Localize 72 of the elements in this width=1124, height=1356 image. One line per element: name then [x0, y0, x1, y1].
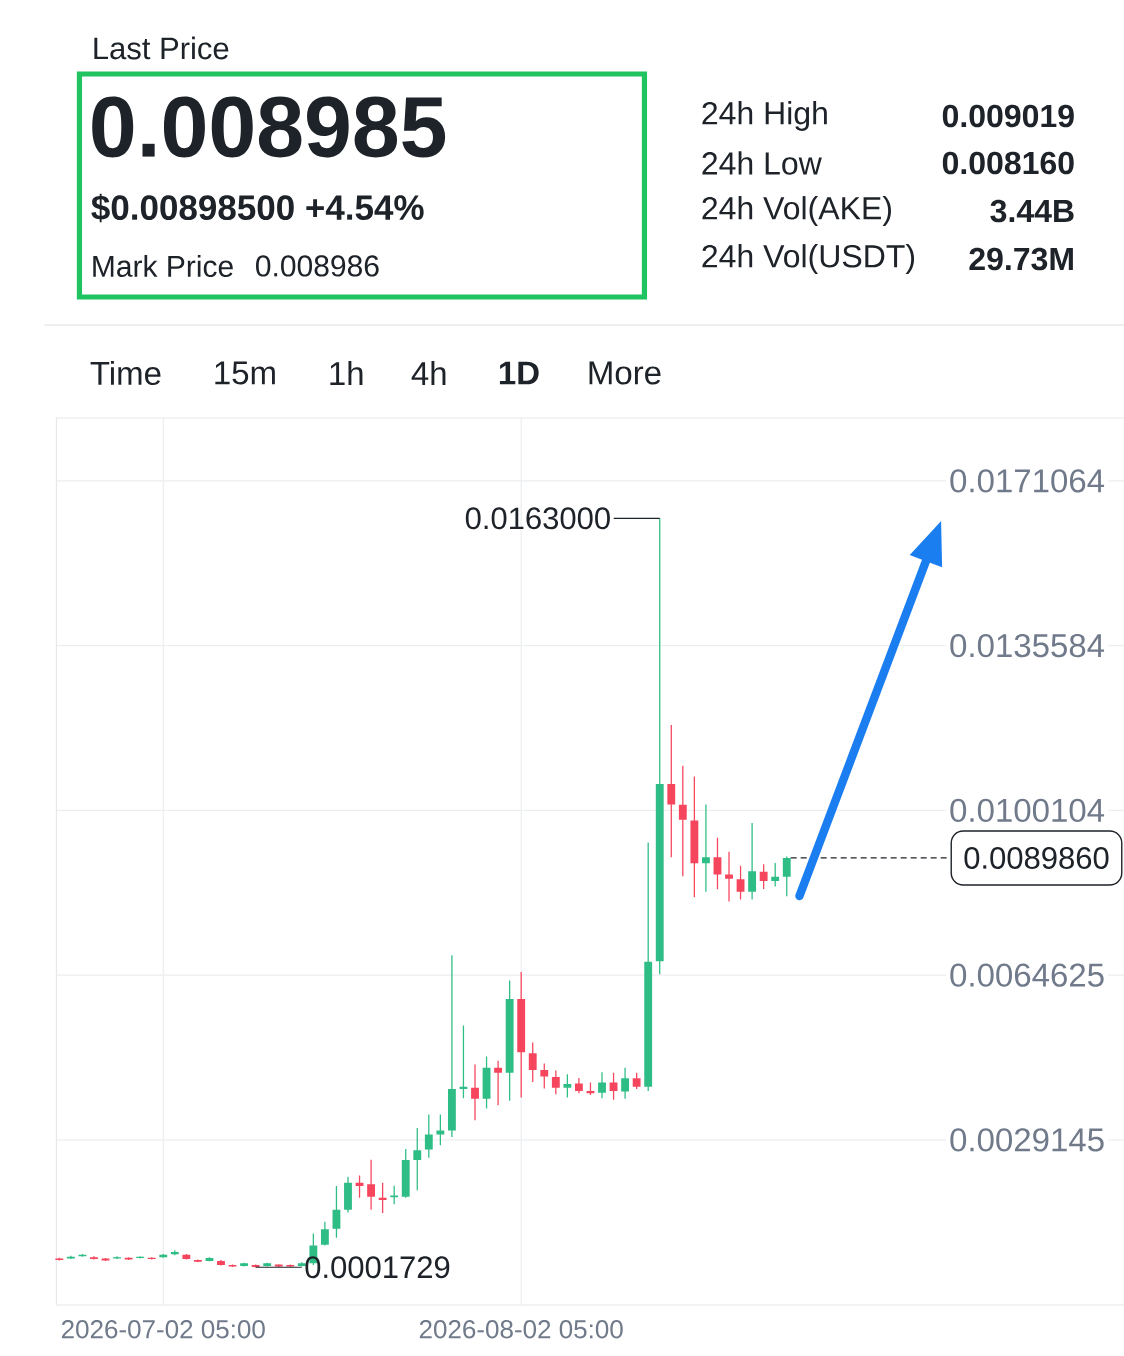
candlestick: [320, 1221, 329, 1246]
candlestick: [401, 1148, 410, 1198]
text: $0.00898500 +4.54%: [91, 193, 424, 223]
candlestick: [263, 1262, 271, 1267]
candlestick: [724, 851, 733, 902]
annotation: 0.0001729: [305, 1256, 450, 1279]
text: 0.008986: [255, 255, 379, 277]
candlestick: [112, 1256, 121, 1260]
text: 24h Vol(USDT): [702, 244, 914, 274]
candlestick: [574, 1077, 583, 1094]
candlestick: [620, 1067, 629, 1099]
candlestick: [678, 765, 687, 877]
candlestick: [182, 1253, 191, 1260]
candlestick: [424, 1114, 433, 1158]
y-tick-label: 0.0135584: [950, 633, 1104, 658]
x-tick-label: 2026-07-02 05:00: [61, 1320, 265, 1339]
x-tick-label: 2026-08-02 05:00: [419, 1320, 623, 1339]
candlestick: [239, 1262, 248, 1267]
text: 1D: [499, 361, 539, 385]
candlestick: [632, 1072, 641, 1090]
ref-line-label: 0.0089860: [964, 846, 1109, 869]
candlestick: [517, 972, 525, 1098]
candlestick: [505, 980, 514, 1101]
candlestick: [528, 1042, 537, 1083]
candlestick: [644, 842, 652, 1091]
text: Mark Price: [93, 254, 233, 277]
candlestick: [701, 804, 710, 892]
candlestick: [413, 1128, 421, 1191]
candlestick: [563, 1074, 572, 1098]
candlestick: [690, 776, 699, 898]
y-tick-label: 0.0100104: [950, 798, 1104, 823]
candlestick: [551, 1070, 560, 1095]
text: 0.008160: [942, 151, 1074, 175]
text: 29.73M: [969, 247, 1073, 271]
candlestick: [493, 1060, 502, 1106]
annotation: 0.0163000: [465, 507, 610, 530]
candlestick: [759, 864, 768, 889]
text: 15m: [215, 361, 275, 385]
text: 3.44B: [990, 199, 1074, 223]
y-tick-label: 0.0064625: [950, 963, 1104, 987]
candlestick: [771, 862, 779, 887]
candlestick: [540, 1063, 548, 1089]
text: 4h: [411, 361, 446, 385]
candlestick: [205, 1257, 214, 1262]
y-tick-label: 0.0171064: [950, 469, 1104, 493]
candlestick: [436, 1114, 445, 1146]
candlestick: [89, 1256, 98, 1260]
candlestick: [251, 1264, 260, 1268]
chart-title: Last Price: [94, 36, 229, 60]
candlestick: [597, 1072, 606, 1099]
candlestick: [447, 955, 456, 1137]
text: 1h: [330, 361, 363, 385]
text: Time: [90, 360, 161, 386]
candlestick: [366, 1159, 375, 1210]
candlestick: [747, 822, 756, 900]
text: 24h Low: [702, 151, 822, 175]
candlestick: [667, 724, 675, 858]
candlestick: [216, 1259, 225, 1266]
candlestick: [297, 1262, 306, 1267]
candlestick: [343, 1176, 352, 1213]
candlestick: [470, 1064, 479, 1121]
y-tick-label: 0.0029145: [950, 1128, 1104, 1152]
candlestick: [159, 1253, 167, 1258]
text: 24h High: [702, 101, 827, 131]
candlestick: [655, 518, 664, 975]
candlestick: [66, 1255, 75, 1260]
candlestick: [782, 856, 791, 897]
text: More: [589, 361, 661, 385]
text: 0.008985: [92, 96, 445, 158]
text: 24h Vol(AKE): [702, 196, 891, 226]
candlestick: [193, 1259, 202, 1263]
text: 0.009019: [942, 104, 1074, 128]
